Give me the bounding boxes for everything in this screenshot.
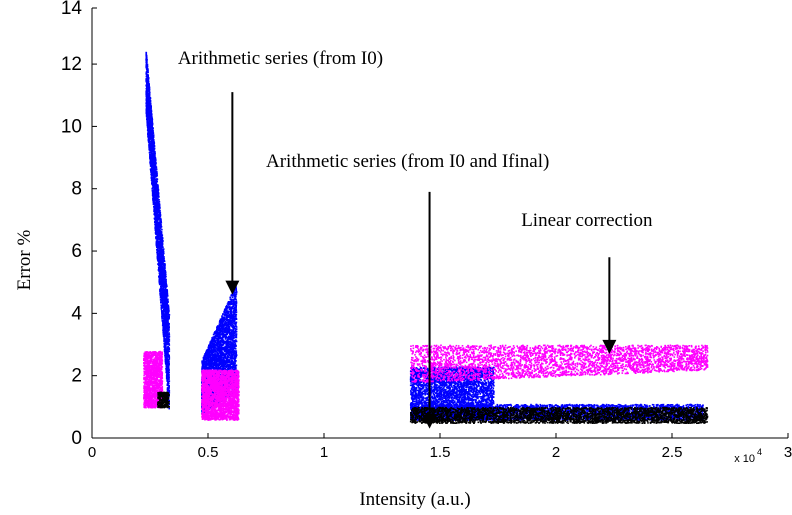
blue-points [145, 51, 171, 410]
y-tick-label: 2 [71, 366, 82, 387]
annotation-arith-i0-ifinal: Arithmetic series (from I0 and Ifinal) [266, 151, 549, 172]
y-tick-label: 14 [61, 0, 83, 19]
x-axis-multiplier: x 10 [734, 453, 755, 465]
black-points [409, 406, 709, 424]
annotations: Arithmetic series (from I0) Arithmetic se… [178, 48, 653, 429]
x-tick-label: 2 [552, 444, 560, 461]
x-tick-label: 3 [784, 444, 792, 461]
annotation-linear: Linear correction [521, 210, 653, 231]
data-clusters [143, 51, 709, 424]
x-axis-label: Intensity (a.u.) [359, 489, 470, 510]
y-tick-label: 0 [71, 428, 82, 449]
annotation-arrow-head [602, 339, 617, 354]
x-ticks: 0 0.5 1 1.5 2 2.5 3 [88, 433, 792, 461]
y-tick-label: 8 [71, 179, 82, 200]
x-tick-label: 0.5 [198, 444, 219, 461]
annotation-arrow-head [422, 414, 437, 429]
x-axis-multiplier-exponent: 4 [757, 447, 762, 457]
y-tick-label: 6 [71, 241, 82, 262]
x-tick-label: 2.5 [662, 444, 683, 461]
y-ticks: 024681012141012 [61, 0, 97, 449]
magenta-points [201, 369, 240, 421]
magenta-points [143, 350, 164, 409]
black-points [157, 391, 170, 409]
y-tick-label: 12 [61, 54, 82, 75]
x-tick-label: 1.5 [430, 444, 451, 461]
y-tick-label: 4 [71, 303, 82, 324]
y-tick-label: 10 [61, 116, 82, 137]
annotation-arrow-head [225, 280, 240, 295]
magenta-points [409, 344, 709, 383]
x-tick-label: 0 [88, 444, 96, 461]
y-axis-label: Error % [14, 229, 35, 290]
annotation-arith-i0: Arithmetic series (from I0) [178, 48, 383, 69]
x-tick-label: 1 [320, 444, 328, 461]
